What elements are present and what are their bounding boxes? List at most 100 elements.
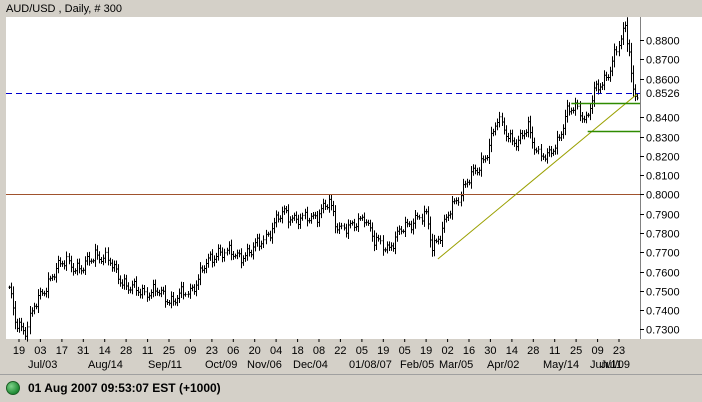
price-bar xyxy=(258,233,261,251)
x-month-label: Jul/09 xyxy=(601,359,630,371)
price-bar xyxy=(361,214,364,221)
price-bar xyxy=(168,300,171,306)
price-bar xyxy=(449,210,452,219)
price-bar xyxy=(579,101,582,122)
x-day-label: 19 xyxy=(13,345,25,357)
price-bar xyxy=(398,225,401,235)
price-bar xyxy=(587,112,590,118)
x-day-label: 19 xyxy=(377,345,389,357)
x-day-label: 04 xyxy=(270,345,282,357)
price-bar xyxy=(468,179,471,186)
price-bar xyxy=(513,137,516,147)
y-tick-label: 0.8100 xyxy=(646,171,680,183)
price-bar xyxy=(343,223,346,231)
price-bar xyxy=(170,291,173,309)
price-bar xyxy=(53,273,56,281)
price-bar xyxy=(306,206,309,227)
price-bar xyxy=(408,221,411,227)
price-bar xyxy=(379,235,382,245)
price-bar xyxy=(632,65,635,97)
price-bar xyxy=(367,219,370,226)
price-bar xyxy=(486,155,489,161)
chart-area[interactable]: AUD/USD , Daily, # 300 0.8800 0.8700 0.860… xyxy=(0,0,702,374)
price-bar xyxy=(622,22,625,45)
price-bar xyxy=(349,220,352,229)
price-bar xyxy=(480,152,483,177)
x-month-label: Dec/04 xyxy=(293,359,328,371)
price-bar xyxy=(320,204,323,219)
x-day-label: 20 xyxy=(249,345,261,357)
price-bar xyxy=(371,222,374,242)
price-bar xyxy=(552,148,555,156)
price-bar xyxy=(605,71,608,81)
price-bar xyxy=(404,216,407,237)
price-bar xyxy=(166,299,169,305)
price-bar xyxy=(24,327,27,340)
price-bar xyxy=(589,103,592,121)
price-bar xyxy=(531,126,534,149)
y-tick-label: 0.8800 xyxy=(646,36,680,48)
price-bar xyxy=(618,41,621,57)
price-bar xyxy=(421,213,424,225)
price-bar xyxy=(41,289,44,296)
price-bar xyxy=(416,212,419,220)
price-bar xyxy=(37,289,40,313)
x-day-label: 16 xyxy=(463,345,475,357)
price-bar xyxy=(127,282,130,294)
x-day-label: 25 xyxy=(570,345,582,357)
price-bar xyxy=(462,178,465,202)
x-day-label: 23 xyxy=(613,345,625,357)
price-bar xyxy=(113,260,116,272)
price-bar xyxy=(203,265,206,274)
x-day-label: 06 xyxy=(227,345,239,357)
price-bar xyxy=(213,255,216,267)
price-bar xyxy=(558,134,561,141)
price-bar xyxy=(262,235,265,248)
price-bar xyxy=(271,222,274,244)
x-month-label: 01/08/07 xyxy=(349,359,392,371)
status-bar: 01 Aug 2007 09:53:07 EST (+1000) xyxy=(0,374,702,402)
price-bar xyxy=(252,242,255,260)
price-bar xyxy=(441,221,444,247)
price-bar xyxy=(61,260,64,267)
price-bar xyxy=(369,219,372,232)
price-bar xyxy=(490,126,493,153)
price-bar xyxy=(129,286,132,294)
price-bar xyxy=(609,66,612,82)
price-bar xyxy=(613,43,616,68)
price-bar xyxy=(597,79,600,95)
price-bar xyxy=(351,220,354,226)
price-bar xyxy=(498,111,501,128)
x-day-label: 23 xyxy=(206,345,218,357)
price-bar xyxy=(209,251,212,261)
price-bar xyxy=(228,241,231,255)
price-bar xyxy=(509,129,512,143)
price-bar xyxy=(517,135,520,152)
price-bar xyxy=(566,99,569,123)
status-timestamp: 01 Aug 2007 09:53:07 EST (+1000) xyxy=(28,381,221,395)
y-tick-label: 0.7600 xyxy=(646,268,680,280)
price-bar xyxy=(507,132,510,143)
price-bar xyxy=(423,205,426,227)
x-month-label: Jul/03 xyxy=(28,359,57,371)
price-bar xyxy=(121,279,124,289)
price-bar xyxy=(246,243,249,261)
price-bar xyxy=(527,116,530,138)
price-bar xyxy=(31,307,34,317)
price-bar xyxy=(265,229,268,245)
price-bar xyxy=(611,56,614,77)
trendline[interactable] xyxy=(437,93,638,260)
x-day-label: 05 xyxy=(399,345,411,357)
price-bar xyxy=(412,218,415,235)
price-bar xyxy=(55,263,58,283)
y-tick-label: 0.8400 xyxy=(646,113,680,125)
price-bar xyxy=(556,130,559,155)
price-bar xyxy=(540,144,543,162)
price-bar xyxy=(275,210,278,228)
price-bar xyxy=(10,282,13,299)
price-bar xyxy=(396,226,399,242)
price-bar xyxy=(615,46,618,56)
status-globe-icon xyxy=(6,381,20,395)
price-bar xyxy=(515,139,518,151)
